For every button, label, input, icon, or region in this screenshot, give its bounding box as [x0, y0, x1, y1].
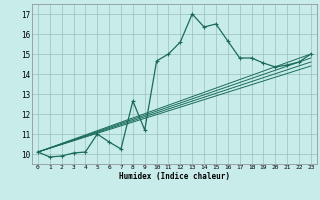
- X-axis label: Humidex (Indice chaleur): Humidex (Indice chaleur): [119, 172, 230, 181]
